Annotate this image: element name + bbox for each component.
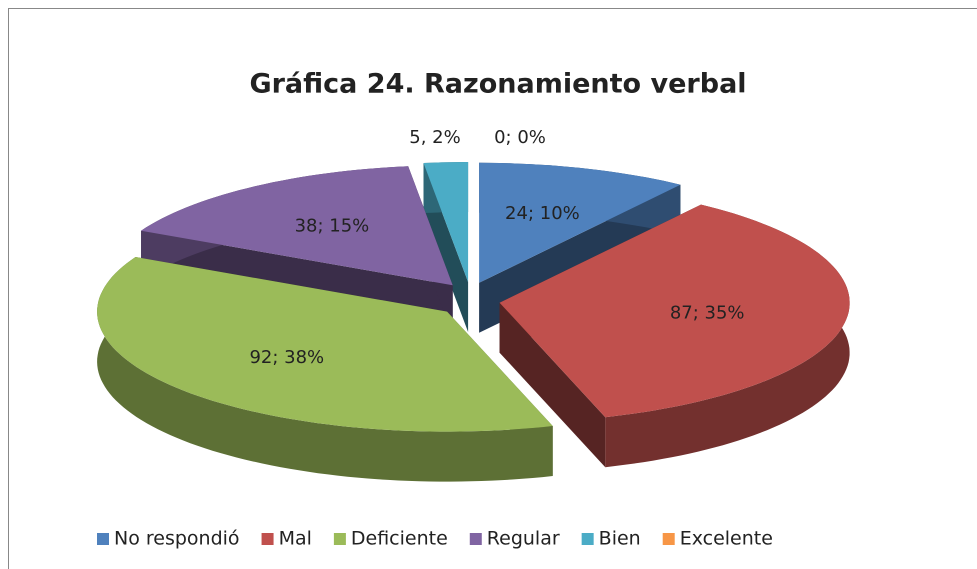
slice-top <box>479 162 681 283</box>
legend-swatch <box>581 533 594 545</box>
legend-label: Deficiente <box>351 528 448 550</box>
legend-swatch <box>662 533 675 545</box>
data-label: 38; 15% <box>295 215 370 236</box>
legend-swatch <box>469 533 482 545</box>
slice-top <box>97 257 553 432</box>
slice-top <box>499 204 850 418</box>
data-label: 87; 35% <box>670 303 745 324</box>
legend-label: No respondió <box>114 528 240 550</box>
data-label: 5, 2% <box>409 127 460 148</box>
data-label: 92; 38% <box>249 347 324 368</box>
pie-slice <box>499 204 850 468</box>
legend-label: Regular <box>487 528 560 550</box>
chart-title: Gráfica 24. Razonamiento verbal <box>249 69 746 100</box>
slice-side <box>499 302 606 468</box>
slice-top <box>141 166 453 286</box>
pie-slice <box>97 257 553 482</box>
legend-swatch <box>333 533 346 545</box>
legend-label: Mal <box>279 528 312 550</box>
legend-swatch <box>261 533 274 545</box>
legend-label: Excelente <box>680 528 773 550</box>
data-label: 0; 0% <box>494 127 546 148</box>
legend-label: Bien <box>599 528 641 550</box>
slice-wall <box>97 257 553 482</box>
legend-swatch <box>97 533 109 545</box>
data-label: 24; 10% <box>505 203 580 224</box>
slice-top <box>423 162 469 282</box>
pie-slice <box>423 162 469 332</box>
